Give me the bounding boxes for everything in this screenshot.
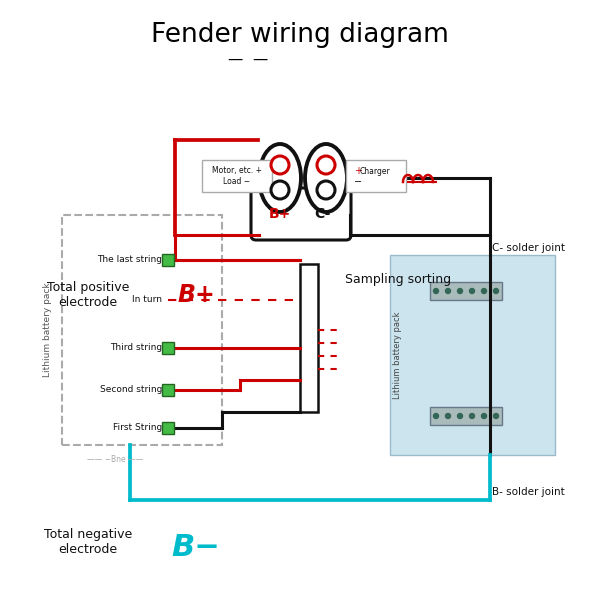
Circle shape bbox=[470, 289, 475, 293]
Text: The last string: The last string bbox=[97, 256, 162, 265]
Circle shape bbox=[271, 181, 289, 199]
Circle shape bbox=[433, 413, 439, 419]
Circle shape bbox=[493, 289, 499, 293]
Text: +: + bbox=[354, 166, 362, 176]
Text: Lithium battery pack: Lithium battery pack bbox=[43, 283, 52, 377]
Text: Load −: Load − bbox=[223, 178, 251, 187]
FancyBboxPatch shape bbox=[430, 407, 502, 425]
Text: Lithium battery pack: Lithium battery pack bbox=[392, 311, 401, 399]
Text: Motor, etc. +: Motor, etc. + bbox=[212, 166, 262, 175]
Text: —  —: — — bbox=[228, 52, 268, 67]
Text: Total negative
electrode: Total negative electrode bbox=[44, 528, 132, 556]
Text: Sampling sorting: Sampling sorting bbox=[345, 274, 451, 286]
Circle shape bbox=[458, 413, 463, 419]
FancyBboxPatch shape bbox=[162, 342, 174, 354]
Text: First String: First String bbox=[113, 424, 162, 433]
Text: Second string: Second string bbox=[100, 385, 162, 395]
FancyBboxPatch shape bbox=[390, 255, 555, 455]
Text: —— −Bne ——: —— −Bne —— bbox=[87, 455, 143, 464]
Circle shape bbox=[433, 289, 439, 293]
Text: −: − bbox=[354, 177, 362, 187]
Circle shape bbox=[470, 413, 475, 419]
Text: B- solder joint: B- solder joint bbox=[492, 487, 565, 497]
Text: Third string: Third string bbox=[110, 343, 162, 352]
Ellipse shape bbox=[305, 144, 347, 212]
FancyBboxPatch shape bbox=[162, 422, 174, 434]
Circle shape bbox=[493, 413, 499, 419]
FancyBboxPatch shape bbox=[346, 160, 406, 192]
Text: B+: B+ bbox=[177, 283, 215, 307]
FancyBboxPatch shape bbox=[202, 160, 272, 192]
Circle shape bbox=[482, 413, 487, 419]
FancyBboxPatch shape bbox=[162, 254, 174, 266]
Circle shape bbox=[271, 156, 289, 174]
Ellipse shape bbox=[259, 144, 301, 212]
Text: C- solder joint: C- solder joint bbox=[492, 243, 565, 253]
FancyBboxPatch shape bbox=[430, 282, 502, 300]
Text: B−: B− bbox=[172, 533, 220, 563]
FancyBboxPatch shape bbox=[300, 264, 318, 412]
FancyBboxPatch shape bbox=[251, 188, 351, 240]
Text: C-: C- bbox=[314, 207, 330, 221]
Circle shape bbox=[458, 289, 463, 293]
Text: In turn: In turn bbox=[132, 295, 162, 304]
Circle shape bbox=[445, 289, 451, 293]
Circle shape bbox=[317, 181, 335, 199]
Text: B+: B+ bbox=[269, 207, 291, 221]
Circle shape bbox=[482, 289, 487, 293]
Circle shape bbox=[317, 156, 335, 174]
Text: Fender wiring diagram: Fender wiring diagram bbox=[151, 22, 449, 48]
FancyBboxPatch shape bbox=[162, 384, 174, 396]
Circle shape bbox=[445, 413, 451, 419]
Text: Total positive
electrode: Total positive electrode bbox=[47, 281, 129, 309]
Text: Charger: Charger bbox=[360, 166, 391, 175]
